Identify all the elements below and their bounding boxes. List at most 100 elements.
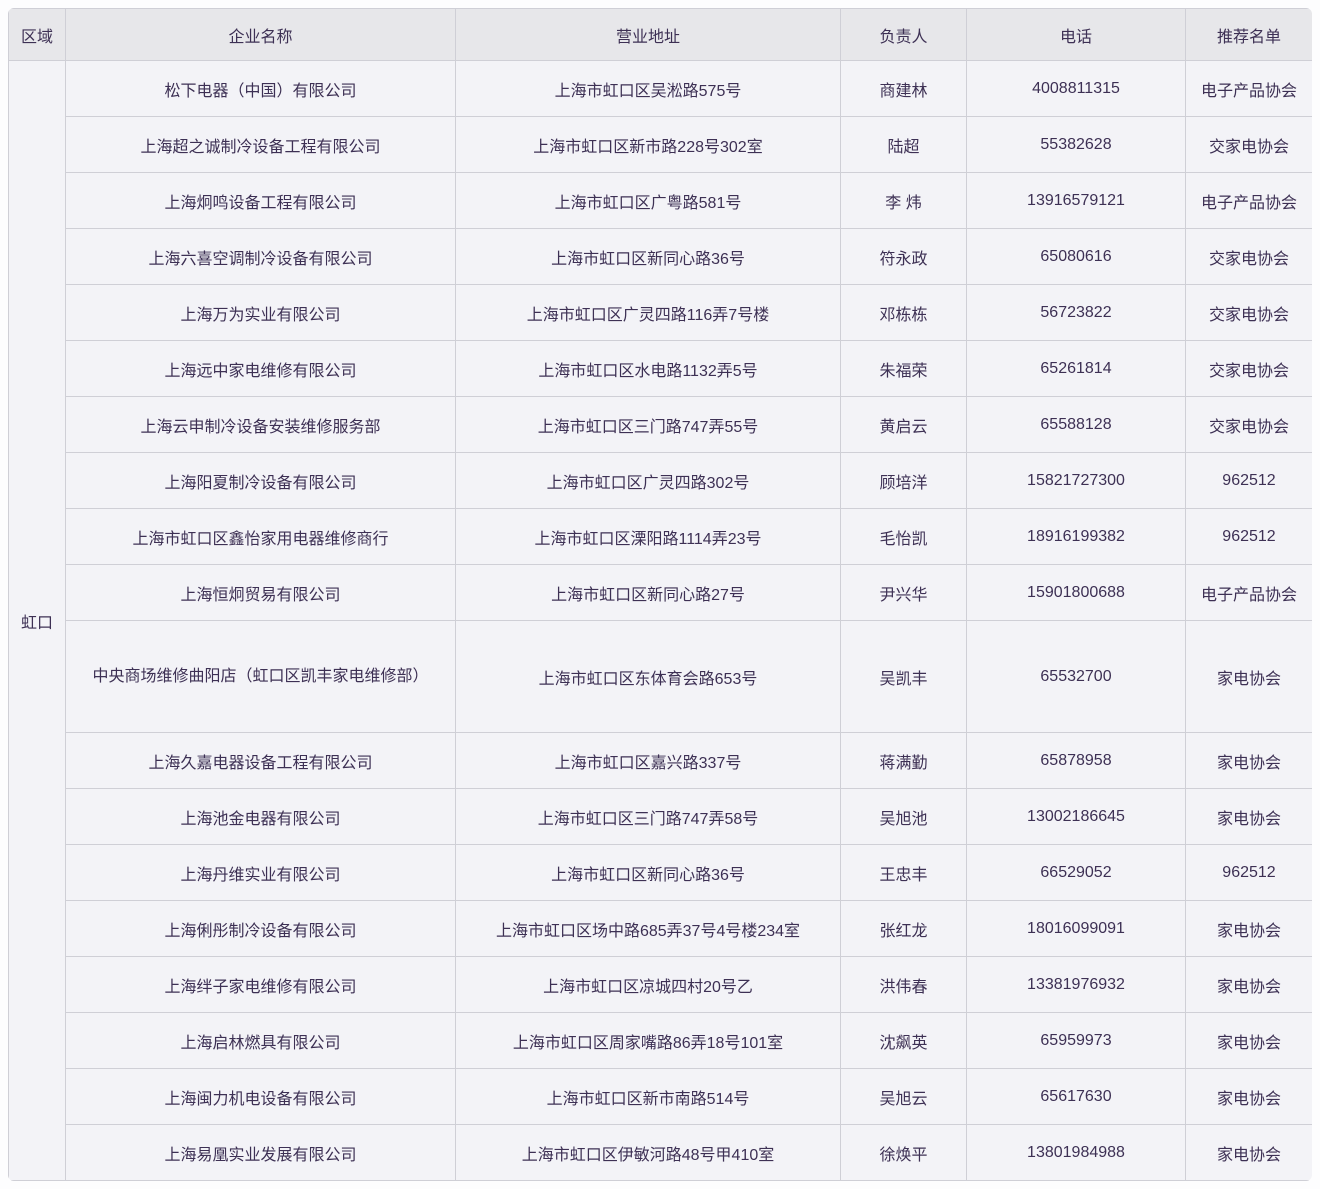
- cell-recommend-list: 电子产品协会: [1185, 172, 1312, 229]
- cell-company-name: 中央商场维修曲阳店（虹口区凯丰家电维修部）: [65, 620, 456, 733]
- table-row: 上海云申制冷设备安装维修服务部 上海市虹口区三门路747弄55号 黄启云 655…: [9, 396, 1312, 453]
- cell-address: 上海市虹口区吴淞路575号: [455, 60, 841, 117]
- table-row: 上海炯鸣设备工程有限公司 上海市虹口区广粤路581号 李 炜 139165791…: [9, 172, 1312, 229]
- cell-person: 毛怡凯: [840, 508, 967, 565]
- cell-recommend-list: 交家电协会: [1185, 396, 1312, 453]
- cell-recommend-list: 电子产品协会: [1185, 60, 1312, 117]
- cell-recommend-list: 962512: [1185, 508, 1312, 565]
- cell-person: 吴旭池: [840, 788, 967, 845]
- cell-company-name: 松下电器（中国）有限公司: [65, 60, 456, 117]
- cell-phone: 4008811315: [966, 60, 1186, 117]
- header-phone: 电话: [966, 8, 1186, 61]
- cell-company-name: 上海市虹口区鑫怡家用电器维修商行: [65, 508, 456, 565]
- cell-address: 上海市虹口区新同心路36号: [455, 844, 841, 901]
- cell-phone: 56723822: [966, 284, 1186, 341]
- cell-phone: 15821727300: [966, 452, 1186, 509]
- cell-person: 顾培洋: [840, 452, 967, 509]
- cell-address: 上海市虹口区新同心路27号: [455, 564, 841, 621]
- cell-company-name: 上海绊子家电维修有限公司: [65, 956, 456, 1013]
- table-row: 上海启林燃具有限公司 上海市虹口区周家嘴路86弄18号101室 沈飙英 6595…: [9, 1012, 1312, 1069]
- cell-phone: 15901800688: [966, 564, 1186, 621]
- cell-person: 黄启云: [840, 396, 967, 453]
- cell-region: 虹口: [8, 60, 66, 1181]
- header-address: 营业地址: [455, 8, 841, 61]
- cell-address: 上海市虹口区溧阳路1114弄23号: [455, 508, 841, 565]
- cell-phone: 66529052: [966, 844, 1186, 901]
- table-row: 上海久嘉电器设备工程有限公司 上海市虹口区嘉兴路337号 蒋满勤 6587895…: [9, 732, 1312, 789]
- table-row: 上海阳夏制冷设备有限公司 上海市虹口区广灵四路302号 顾培洋 15821727…: [9, 452, 1312, 509]
- cell-address: 上海市虹口区广灵四路116弄7号楼: [455, 284, 841, 341]
- cell-address: 上海市虹口区场中路685弄37号4号楼234室: [455, 900, 841, 957]
- header-row: 区域 企业名称 营业地址 负责人 电话 推荐名单: [8, 8, 1312, 61]
- cell-phone: 65959973: [966, 1012, 1186, 1069]
- cell-address: 上海市虹口区广灵四路302号: [455, 452, 841, 509]
- cell-phone: 13002186645: [966, 788, 1186, 845]
- cell-address: 上海市虹口区凉城四村20号乙: [455, 956, 841, 1013]
- cell-recommend-list: 家电协会: [1185, 900, 1312, 957]
- cell-company-name: 上海阳夏制冷设备有限公司: [65, 452, 456, 509]
- cell-person: 陆超: [840, 116, 967, 173]
- cell-phone: 65261814: [966, 340, 1186, 397]
- cell-phone: 65080616: [966, 228, 1186, 285]
- cell-recommend-list: 962512: [1185, 844, 1312, 901]
- cell-address: 上海市虹口区三门路747弄58号: [455, 788, 841, 845]
- cell-person: 王忠丰: [840, 844, 967, 901]
- cell-person: 洪伟春: [840, 956, 967, 1013]
- cell-company-name: 上海启林燃具有限公司: [65, 1012, 456, 1069]
- cell-phone: 65532700: [966, 620, 1186, 733]
- cell-address: 上海市虹口区水电路1132弄5号: [455, 340, 841, 397]
- cell-person: 吴凯丰: [840, 620, 967, 733]
- cell-person: 吴旭云: [840, 1068, 967, 1125]
- cell-address: 上海市虹口区东体育会路653号: [455, 620, 841, 733]
- table-row: 虹口 松下电器（中国）有限公司 上海市虹口区吴淞路575号 商建林 400881…: [8, 60, 1312, 1181]
- cell-person: 张红龙: [840, 900, 967, 957]
- cell-recommend-list: 家电协会: [1185, 788, 1312, 845]
- cell-company-name: 上海久嘉电器设备工程有限公司: [65, 732, 456, 789]
- cell-address: 上海市虹口区三门路747弄55号: [455, 396, 841, 453]
- cell-address: 上海市虹口区新同心路36号: [455, 228, 841, 285]
- cell-company-name: 上海易凰实业发展有限公司: [65, 1124, 456, 1181]
- cell-person: 徐焕平: [840, 1124, 967, 1181]
- table-row: 上海俐彤制冷设备有限公司 上海市虹口区场中路685弄37号4号楼234室 张红龙…: [9, 900, 1312, 957]
- cell-person: 符永政: [840, 228, 967, 285]
- cell-recommend-list: 交家电协会: [1185, 116, 1312, 173]
- cell-recommend-list: 962512: [1185, 452, 1312, 509]
- table-row: 上海池金电器有限公司 上海市虹口区三门路747弄58号 吴旭池 13002186…: [9, 788, 1312, 845]
- cell-phone: 13801984988: [966, 1124, 1186, 1181]
- cell-address: 上海市虹口区新市南路514号: [455, 1068, 841, 1125]
- cell-company-name: 上海炯鸣设备工程有限公司: [65, 172, 456, 229]
- cell-company-name: 上海六喜空调制冷设备有限公司: [65, 228, 456, 285]
- table-row: 上海丹维实业有限公司 上海市虹口区新同心路36号 王忠丰 66529052 96…: [9, 844, 1312, 901]
- table-row: 上海六喜空调制冷设备有限公司 上海市虹口区新同心路36号 符永政 6508061…: [9, 228, 1312, 285]
- cell-company-name: 上海超之诚制冷设备工程有限公司: [65, 116, 456, 173]
- cell-person: 尹兴华: [840, 564, 967, 621]
- cell-recommend-list: 家电协会: [1185, 620, 1312, 733]
- cell-company-name: 上海远中家电维修有限公司: [65, 340, 456, 397]
- cell-phone: 65588128: [966, 396, 1186, 453]
- table-row: 上海远中家电维修有限公司 上海市虹口区水电路1132弄5号 朱福荣 652618…: [9, 340, 1312, 397]
- table-row: 上海易凰实业发展有限公司 上海市虹口区伊敏河路48号甲410室 徐焕平 1380…: [9, 1124, 1312, 1181]
- cell-person: 邓栋栋: [840, 284, 967, 341]
- cell-phone: 55382628: [966, 116, 1186, 173]
- cell-recommend-list: 家电协会: [1185, 1124, 1312, 1181]
- vendor-table: 区域 企业名称 营业地址 负责人 电话 推荐名单 虹口 松下电器（中国）有限公司…: [8, 8, 1312, 1181]
- header-person: 负责人: [840, 8, 967, 61]
- table-body: 虹口 松下电器（中国）有限公司 上海市虹口区吴淞路575号 商建林 400881…: [8, 60, 1312, 1181]
- cell-phone: 13916579121: [966, 172, 1186, 229]
- table-row: 上海恒炯贸易有限公司 上海市虹口区新同心路27号 尹兴华 15901800688…: [9, 564, 1312, 621]
- header-company-name: 企业名称: [65, 8, 456, 61]
- cell-person: 李 炜: [840, 172, 967, 229]
- cell-recommend-list: 家电协会: [1185, 956, 1312, 1013]
- cell-recommend-list: 家电协会: [1185, 1068, 1312, 1125]
- table-row: 中央商场维修曲阳店（虹口区凯丰家电维修部） 上海市虹口区东体育会路653号 吴凯…: [9, 620, 1312, 733]
- cell-company-name: 上海闽力机电设备有限公司: [65, 1068, 456, 1125]
- cell-recommend-list: 交家电协会: [1185, 284, 1312, 341]
- cell-address: 上海市虹口区新市路228号302室: [455, 116, 841, 173]
- cell-phone: 13381976932: [966, 956, 1186, 1013]
- cell-company-name: 上海恒炯贸易有限公司: [65, 564, 456, 621]
- cell-company-name: 上海池金电器有限公司: [65, 788, 456, 845]
- cell-address: 上海市虹口区广粤路581号: [455, 172, 841, 229]
- cell-recommend-list: 家电协会: [1185, 1012, 1312, 1069]
- cell-phone: 65617630: [966, 1068, 1186, 1125]
